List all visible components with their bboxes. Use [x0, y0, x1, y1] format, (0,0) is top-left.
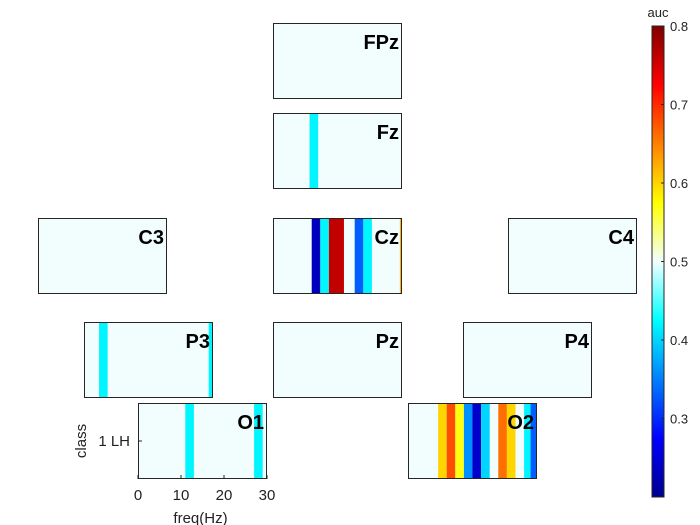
- channel-label: Fz: [377, 122, 399, 144]
- panel-cz: Cz: [273, 218, 402, 294]
- panel-background: [273, 23, 402, 99]
- heatmap-band: [455, 403, 464, 479]
- x-axis-label: freq(Hz): [173, 510, 227, 525]
- colorbar-tick-label: 0.3: [670, 412, 688, 427]
- panel-background: [138, 403, 267, 479]
- heatmap-band: [309, 113, 319, 189]
- heatmap-band: [328, 218, 344, 294]
- panel-frame: [273, 322, 402, 398]
- panel-frame: [508, 218, 637, 294]
- channel-label: O1: [237, 412, 264, 434]
- panel-background: [38, 218, 167, 294]
- heatmap-band: [472, 403, 482, 479]
- panel-frame: [84, 322, 213, 398]
- channel-label: C4: [608, 227, 634, 249]
- colorbar-tick-label: 0.7: [670, 98, 688, 113]
- heatmap-band: [311, 218, 321, 294]
- panel-p4: P4: [463, 322, 592, 398]
- colorbar-tick-label: 0.6: [670, 176, 688, 191]
- y-tick-label: 1 LH: [98, 433, 130, 450]
- y-axis-label: class: [73, 424, 90, 458]
- panel-frame: [273, 23, 402, 99]
- heatmap-band: [498, 403, 507, 479]
- colorbar-tick-label: 0.5: [670, 255, 688, 270]
- channel-label: O2: [507, 412, 534, 434]
- x-tick-label: 0: [134, 487, 142, 504]
- panel-o2: O2: [408, 403, 537, 479]
- channel-label: Pz: [376, 331, 399, 353]
- panel-frame: [38, 218, 167, 294]
- panel-background: [273, 113, 402, 189]
- panel-o1: O1: [138, 403, 267, 479]
- panel-p3: P3: [84, 322, 213, 398]
- heatmap-band: [354, 218, 364, 294]
- colorbar-label: auc: [648, 5, 669, 20]
- heatmap-band: [446, 403, 456, 479]
- heatmap-band: [438, 403, 447, 479]
- channel-label: FPz: [363, 32, 399, 54]
- heatmap-band: [481, 403, 490, 479]
- panel-c3: C3: [38, 218, 167, 294]
- panel-frame: [273, 113, 402, 189]
- panel-fpz: FPz: [273, 23, 402, 99]
- panel-background: [463, 322, 592, 398]
- colorbar-tick-label: 0.8: [670, 19, 688, 34]
- heatmap-band: [185, 403, 194, 479]
- heatmap-band: [320, 218, 329, 294]
- heatmap-band: [254, 403, 263, 479]
- channel-label: Cz: [375, 227, 399, 249]
- x-tick-label: 10: [173, 487, 190, 504]
- heatmap-band: [506, 403, 516, 479]
- channel-label: C3: [138, 227, 164, 249]
- panel-background: [508, 218, 637, 294]
- channel-label: P4: [565, 331, 590, 353]
- panel-frame: [463, 322, 592, 398]
- x-tick-label: 20: [216, 487, 233, 504]
- panel-fz: Fz: [273, 113, 402, 189]
- heatmap-band: [99, 322, 108, 398]
- heatmap-band: [524, 403, 531, 479]
- heatmap-band: [463, 403, 473, 479]
- heatmap-band: [208, 322, 213, 398]
- heatmap-band: [399, 218, 402, 294]
- panel-pz: Pz: [273, 322, 402, 398]
- colorbar-tick-label: 0.4: [670, 333, 688, 348]
- x-tick-label: 30: [259, 487, 276, 504]
- panel-background: [273, 322, 402, 398]
- panel-c4: C4: [508, 218, 637, 294]
- heatmap-band: [530, 403, 537, 479]
- panel-frame: [408, 403, 537, 479]
- heatmap-band: [363, 218, 372, 294]
- channel-label: P3: [186, 331, 210, 353]
- panel-frame: [273, 218, 402, 294]
